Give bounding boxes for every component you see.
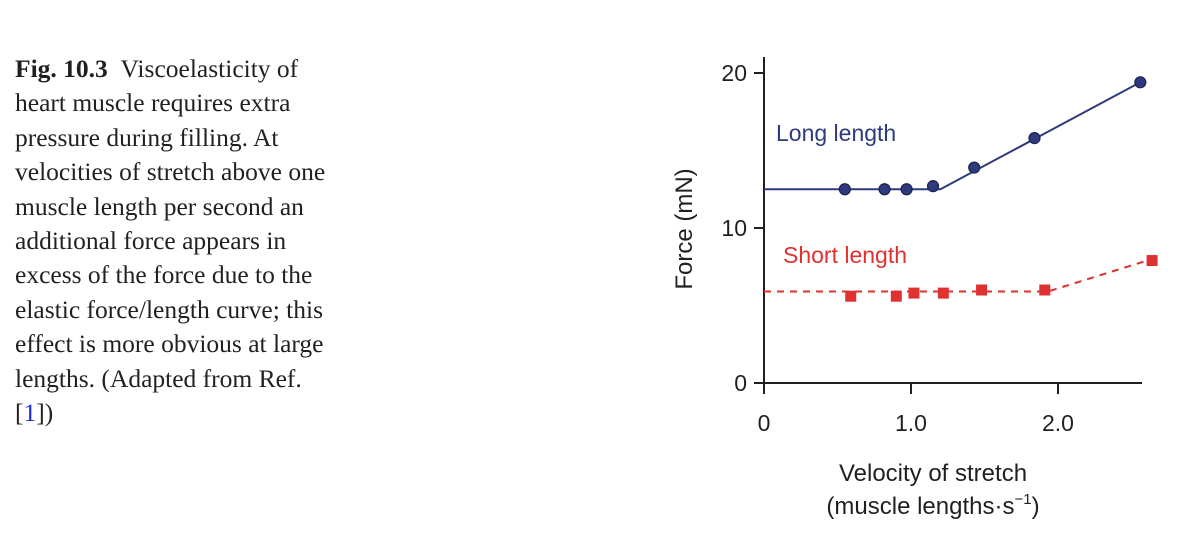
data-point-short-length: [1039, 284, 1051, 296]
x-tick-label: 1.0: [895, 410, 927, 436]
series-label-long-length: Long length: [776, 120, 896, 146]
axes: [763, 57, 1142, 384]
data-point-short-length: [1146, 255, 1158, 267]
data-point-short-length: [937, 287, 949, 299]
series-line-1: [764, 258, 1153, 293]
data-point-short-length: [976, 284, 988, 296]
x-axis-title-close: ): [1032, 493, 1040, 520]
series-label-short-length: Short length: [783, 242, 907, 268]
markers: [838, 76, 1158, 302]
x-axis-title-line1: Velocity of stretch: [839, 460, 1027, 487]
data-point-long-length: [900, 183, 913, 196]
x-tick-label: 0: [758, 410, 771, 436]
series-line-0: [764, 81, 1141, 191]
data-point-long-length: [878, 183, 891, 196]
fit-lines: [764, 81, 1153, 293]
data-point-long-length: [1028, 132, 1041, 145]
y-tick-label: 20: [721, 60, 747, 86]
data-point-short-length: [908, 287, 920, 299]
x-axis-title-line2: (muscle lengths·s−1): [826, 491, 1039, 520]
data-point-short-length: [890, 290, 902, 302]
data-point-long-length: [1134, 76, 1147, 89]
figure-label: Fig. 10.3: [15, 54, 108, 83]
caption-text: Viscoelasticity of heart muscle requires…: [15, 54, 326, 428]
y-tick-label: 10: [721, 215, 747, 241]
x-axis-title-superscript: −1: [1014, 491, 1031, 508]
data-point-long-length: [838, 183, 851, 196]
data-point-long-length: [968, 161, 981, 174]
caption-text-end: ]): [36, 398, 54, 428]
labels: Force (mN) Velocity of stretch (muscle l…: [671, 120, 1040, 520]
data-point-long-length: [926, 180, 940, 193]
figure-caption: Fig. 10.3 Viscoelasticity of heart muscl…: [15, 52, 345, 430]
x-axis-title-unit: (muscle lengths·s: [826, 493, 1014, 520]
y-axis-title: Force (mN): [671, 168, 698, 289]
x-tick-label: 2.0: [1042, 410, 1074, 436]
data-point-short-length: [845, 290, 857, 302]
y-tick-label: 0: [734, 370, 747, 396]
reference-link[interactable]: 1: [23, 398, 37, 428]
ticks: 0 10 20 0 1.0 2.0: [721, 60, 1074, 436]
